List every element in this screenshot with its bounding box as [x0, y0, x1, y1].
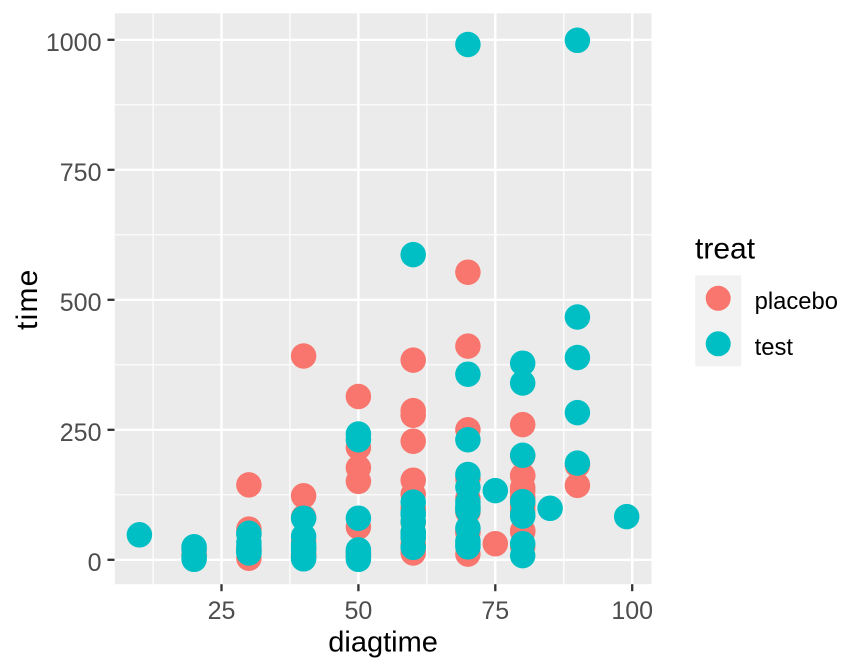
svg-text:500: 500 — [60, 289, 102, 317]
svg-text:75: 75 — [481, 597, 509, 625]
svg-text:1000: 1000 — [46, 29, 102, 57]
svg-text:test: test — [755, 334, 794, 361]
svg-text:diagtime: diagtime — [328, 627, 438, 659]
svg-text:750: 750 — [60, 159, 102, 187]
svg-text:25: 25 — [208, 597, 236, 625]
svg-text:placebo: placebo — [755, 288, 838, 315]
svg-text:treat: treat — [695, 233, 756, 266]
svg-text:250: 250 — [60, 419, 102, 447]
svg-text:50: 50 — [344, 597, 372, 625]
svg-text:100: 100 — [611, 597, 653, 625]
svg-text:time: time — [11, 268, 44, 329]
svg-text:0: 0 — [88, 549, 102, 577]
